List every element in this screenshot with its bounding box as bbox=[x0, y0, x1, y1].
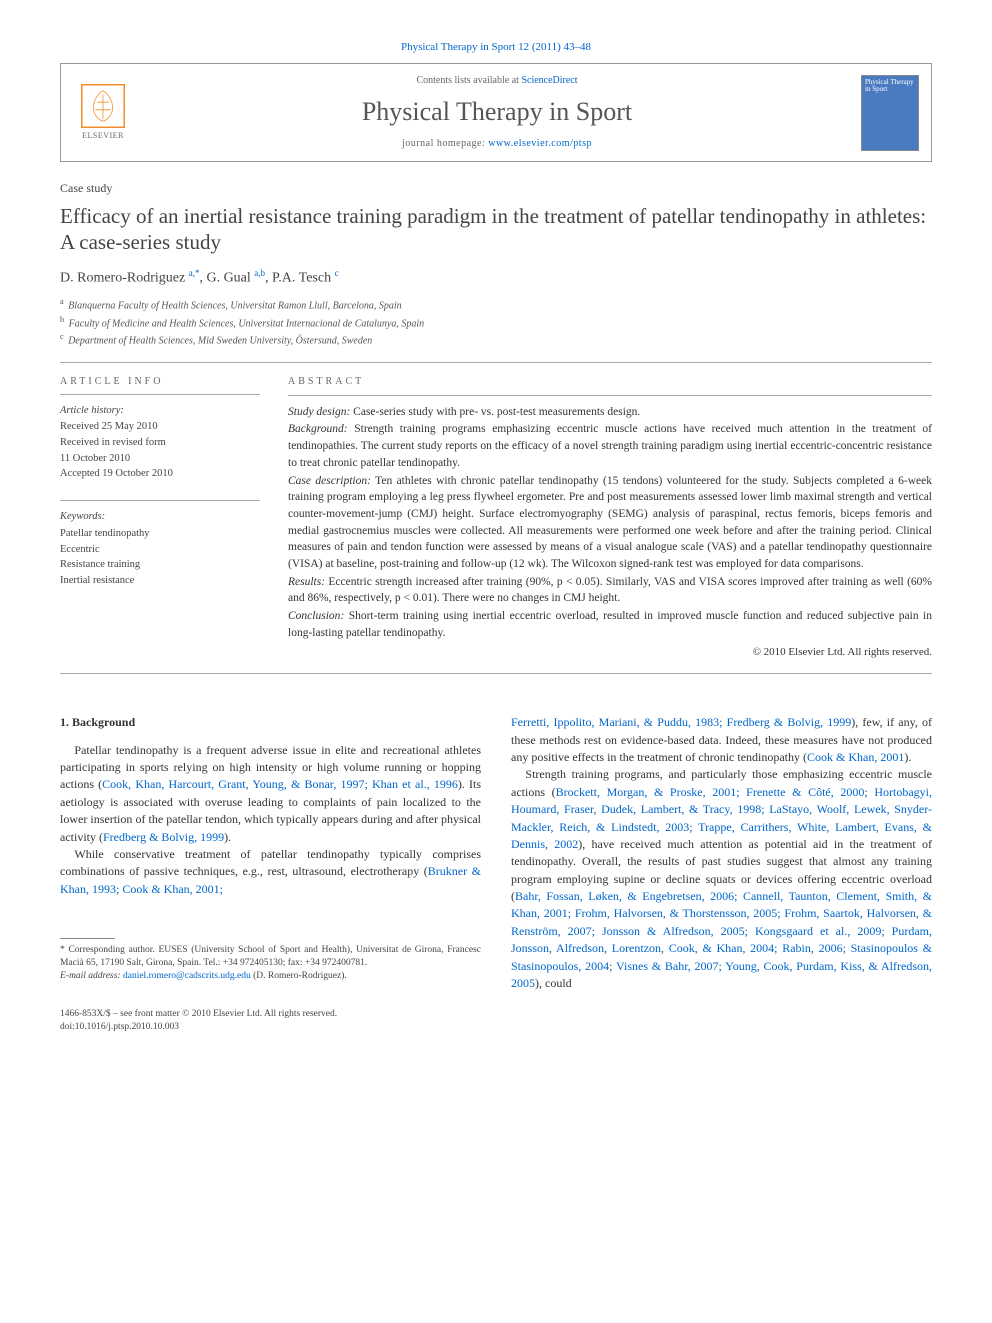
sciencedirect-link[interactable]: ScienceDirect bbox=[521, 75, 577, 86]
front-matter-line: 1466-853X/$ – see front matter © 2010 El… bbox=[60, 1008, 932, 1020]
abstract-heading: ABSTRACT bbox=[288, 375, 932, 396]
citation-link[interactable]: Bahr, Fossan, Løken, & Engebretsen, 2006… bbox=[511, 889, 932, 990]
keyword: Resistance training bbox=[60, 557, 260, 573]
footnote-separator bbox=[60, 938, 115, 939]
email-link[interactable]: daniel.romero@cadscrits.udg.edu bbox=[123, 971, 251, 981]
article-history: Article history: Received 25 May 2010 Re… bbox=[60, 403, 260, 482]
history-accepted: Accepted 19 October 2010 bbox=[60, 466, 260, 482]
keywords-label: Keywords: bbox=[60, 509, 260, 525]
header-box: ELSEVIER Contents lists available at Sci… bbox=[60, 63, 932, 161]
authors: D. Romero-Rodriguez a,*, G. Gual a,b, P.… bbox=[60, 267, 932, 288]
article-title: Efficacy of an inertial resistance train… bbox=[60, 203, 932, 256]
citation-link[interactable]: Fredberg & Bolvig, 1999 bbox=[103, 830, 224, 844]
abs-studydesign-label: Study design: bbox=[288, 406, 350, 418]
affiliations: a Blanquerna Faculty of Health Sciences,… bbox=[60, 296, 932, 348]
abs-results-label: Results: bbox=[288, 576, 325, 588]
column-right: Ferretti, Ippolito, Mariani, & Puddu, 19… bbox=[511, 714, 932, 992]
citation-link[interactable]: Cook, Khan, Harcourt, Grant, Young, & Bo… bbox=[102, 777, 458, 791]
abs-results: Eccentric strength increased after train… bbox=[288, 576, 932, 605]
column-left: 1. Background Patellar tendinopathy is a… bbox=[60, 714, 481, 992]
corresponding-author: * Corresponding author. EUSES (Universit… bbox=[60, 944, 481, 970]
contents-line: Contents lists available at ScienceDirec… bbox=[133, 74, 861, 88]
homepage-line: journal homepage: www.elsevier.com/ptsp bbox=[133, 137, 861, 151]
elsevier-tree-icon bbox=[81, 84, 125, 128]
cover-thumbnail[interactable]: Physical Therapy in Sport bbox=[861, 75, 919, 151]
divider bbox=[60, 673, 932, 674]
footnotes: * Corresponding author. EUSES (Universit… bbox=[60, 944, 481, 982]
keyword: Patellar tendinopathy bbox=[60, 526, 260, 542]
citation-link[interactable]: Ferretti, Ippolito, Mariani, & Puddu, 19… bbox=[511, 715, 851, 729]
copyright: © 2010 Elsevier Ltd. All rights reserved… bbox=[288, 645, 932, 661]
keywords: Keywords: Patellar tendinopathy Eccentri… bbox=[60, 509, 260, 589]
abstract: ABSTRACT Study design: Case-series study… bbox=[288, 375, 932, 661]
contents-prefix: Contents lists available at bbox=[416, 75, 521, 86]
divider bbox=[60, 500, 260, 501]
body-para: While conservative treatment of patellar… bbox=[60, 846, 481, 898]
journal-title: Physical Therapy in Sport bbox=[133, 94, 861, 130]
abs-background: Strength training programs emphasizing e… bbox=[288, 423, 932, 468]
section-heading: 1. Background bbox=[60, 714, 481, 731]
header-center: Contents lists available at ScienceDirec… bbox=[133, 74, 861, 150]
citation-link[interactable]: Cook & Khan, 2001 bbox=[807, 750, 904, 764]
elsevier-logo[interactable]: ELSEVIER bbox=[73, 78, 133, 148]
history-revised-2: 11 October 2010 bbox=[60, 451, 260, 467]
elsevier-label: ELSEVIER bbox=[82, 130, 124, 141]
abs-conclusion-label: Conclusion: bbox=[288, 610, 344, 622]
bottom-matter: 1466-853X/$ – see front matter © 2010 El… bbox=[60, 1008, 932, 1033]
body-columns: 1. Background Patellar tendinopathy is a… bbox=[60, 714, 932, 992]
homepage-link[interactable]: www.elsevier.com/ptsp bbox=[488, 138, 592, 149]
history-received: Received 25 May 2010 bbox=[60, 419, 260, 435]
affiliation: b Faculty of Medicine and Health Science… bbox=[60, 314, 932, 331]
keyword: Eccentric bbox=[60, 542, 260, 558]
affiliation: a Blanquerna Faculty of Health Sciences,… bbox=[60, 296, 932, 313]
article-type-label: Case study bbox=[60, 180, 932, 197]
body-para: Patellar tendinopathy is a frequent adve… bbox=[60, 742, 481, 846]
doi-line: doi:10.1016/j.ptsp.2010.10.003 bbox=[60, 1021, 932, 1033]
keyword: Inertial resistance bbox=[60, 573, 260, 589]
body-para: Ferretti, Ippolito, Mariani, & Puddu, 19… bbox=[511, 714, 932, 766]
email-suffix: (D. Romero-Rodriguez). bbox=[251, 971, 347, 981]
info-abstract-row: ARTICLE INFO Article history: Received 2… bbox=[60, 363, 932, 673]
abs-case-label: Case description: bbox=[288, 475, 371, 487]
abs-case: Ten athletes with chronic patellar tendi… bbox=[288, 475, 932, 570]
homepage-prefix: journal homepage: bbox=[402, 138, 488, 149]
abs-background-label: Background: bbox=[288, 423, 348, 435]
affiliation: c Department of Health Sciences, Mid Swe… bbox=[60, 331, 932, 348]
article-info-heading: ARTICLE INFO bbox=[60, 375, 260, 395]
body-para: Strength training programs, and particul… bbox=[511, 766, 932, 992]
cover-thumb-title: Physical Therapy in Sport bbox=[865, 79, 915, 94]
journal-reference: Physical Therapy in Sport 12 (2011) 43–4… bbox=[60, 40, 932, 55]
history-label: Article history: bbox=[60, 403, 260, 419]
article-info: ARTICLE INFO Article history: Received 2… bbox=[60, 375, 260, 661]
email-label: E-mail address: bbox=[60, 971, 123, 981]
page-root: Physical Therapy in Sport 12 (2011) 43–4… bbox=[0, 0, 992, 1073]
abs-studydesign: Case-series study with pre- vs. post-tes… bbox=[350, 406, 640, 418]
email-line: E-mail address: daniel.romero@cadscrits.… bbox=[60, 970, 481, 983]
abs-conclusion: Short-term training using inertial eccen… bbox=[288, 610, 932, 639]
history-revised-1: Received in revised form bbox=[60, 435, 260, 451]
